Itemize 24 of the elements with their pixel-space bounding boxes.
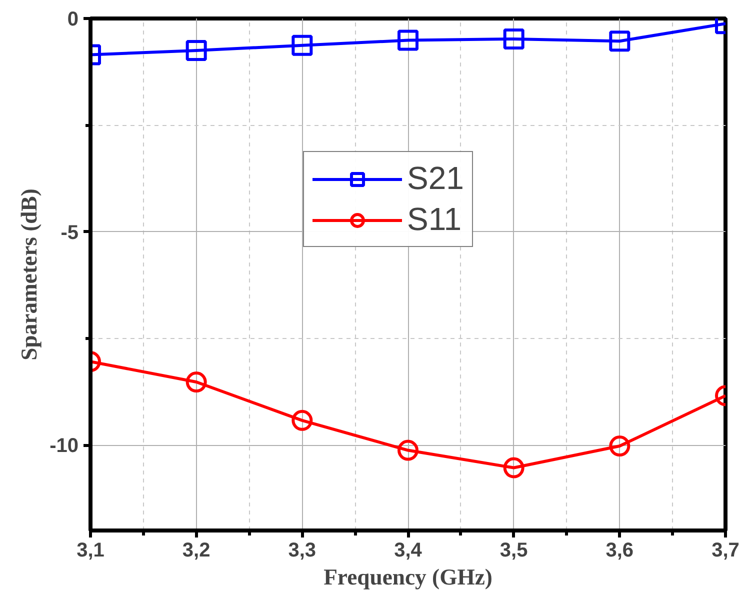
- point: [186, 372, 207, 392]
- x-tick-label: 3,6: [606, 540, 634, 562]
- point: [292, 410, 313, 431]
- y-tick-label: -10: [50, 435, 78, 458]
- point: [398, 440, 418, 461]
- point: [609, 436, 630, 456]
- x-axis-title: Frequency (GHz): [324, 564, 492, 590]
- x-tick-label: 3,1: [76, 540, 104, 562]
- x-tick-label: 3,2: [182, 540, 210, 562]
- point: [503, 28, 524, 50]
- y-tick-label: -5: [60, 222, 79, 244]
- y-tick-label: 0: [67, 8, 78, 30]
- point: [503, 457, 524, 478]
- x-tick-label: 3,4: [394, 540, 423, 562]
- y-axis-title: Sparameters (dB): [16, 188, 42, 360]
- point: [609, 30, 630, 52]
- point: [398, 30, 418, 51]
- x-tick-label: 3,5: [500, 540, 528, 562]
- x-tick-label: 3,3: [288, 540, 316, 562]
- legend-label: S21: [407, 160, 464, 197]
- point: [292, 34, 313, 56]
- point: [186, 40, 207, 61]
- legend-label: S11: [407, 201, 462, 238]
- x-tick-label: 3,7: [712, 540, 739, 562]
